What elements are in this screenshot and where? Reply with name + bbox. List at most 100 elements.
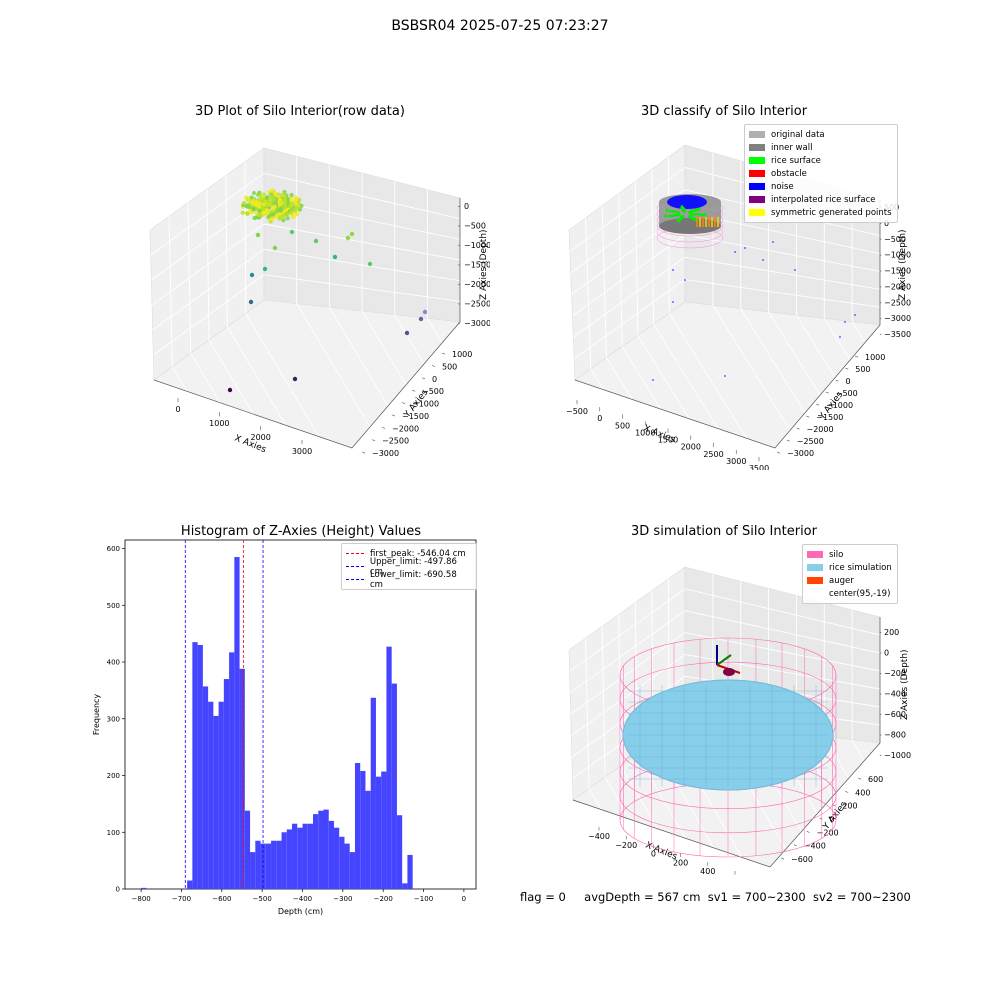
generated-point bbox=[708, 223, 710, 225]
data-point bbox=[293, 195, 299, 200]
rice-point bbox=[665, 208, 669, 211]
noise-point bbox=[734, 251, 736, 253]
generated-point bbox=[702, 217, 704, 219]
classify-3d-title: 3D classify of Silo Interior bbox=[640, 104, 808, 119]
z-tick-label: −1000 bbox=[884, 751, 911, 760]
z-tick-label: −3000 bbox=[464, 319, 490, 328]
histogram-bar bbox=[375, 776, 382, 889]
data-point bbox=[292, 208, 298, 213]
histogram-bar bbox=[365, 790, 371, 889]
generated-point bbox=[696, 219, 698, 221]
figure-title: BSBSR04 2025-07-25 07:23:27 bbox=[391, 18, 609, 34]
rice-point bbox=[681, 214, 685, 218]
z-tick-label: −500 bbox=[464, 222, 486, 231]
flag-text: flag = 0 bbox=[520, 890, 566, 904]
z-tick-label: −2500 bbox=[884, 298, 911, 307]
data-point bbox=[244, 195, 249, 200]
x-tick-label: −600 bbox=[212, 895, 231, 903]
x-tick-label: 1000 bbox=[635, 428, 655, 437]
data-point bbox=[288, 210, 294, 215]
tick-mark bbox=[457, 225, 460, 227]
gridline bbox=[208, 339, 254, 415]
histogram-bar bbox=[407, 854, 413, 889]
tick-mark bbox=[879, 754, 882, 757]
legend-label: obstacle bbox=[771, 168, 807, 179]
generated-point bbox=[699, 217, 701, 219]
generated-point bbox=[717, 219, 719, 221]
tick-mark bbox=[879, 693, 882, 695]
legend-entry: obstacle bbox=[749, 167, 893, 180]
outlier-point bbox=[404, 330, 410, 336]
z-axis-label: Z Axies (Depth) bbox=[479, 229, 489, 300]
gridline bbox=[684, 279, 881, 308]
legend-entry: symmetric generated points bbox=[749, 206, 893, 219]
x-tick-label: 0 bbox=[462, 895, 466, 903]
data-point bbox=[291, 214, 296, 220]
legend-line bbox=[346, 566, 364, 567]
gridline bbox=[585, 638, 590, 789]
tick-mark bbox=[457, 205, 460, 208]
z-tick-label: −500 bbox=[884, 235, 906, 244]
rice-point bbox=[688, 215, 691, 218]
axis-line bbox=[572, 742, 881, 868]
y-tick-label: 1000 bbox=[452, 350, 472, 359]
histogram-bar bbox=[141, 887, 147, 889]
y-tick-label: 0 bbox=[116, 886, 120, 894]
generated-point bbox=[711, 219, 713, 221]
gridline bbox=[244, 161, 247, 314]
y-tick-label: 0 bbox=[432, 375, 437, 384]
generated-point bbox=[717, 221, 719, 223]
tick-mark bbox=[361, 451, 366, 454]
legend-entry: interpolated rice surface bbox=[749, 193, 893, 206]
data-point bbox=[251, 190, 257, 196]
simulation-legend: silo rice simulation auger center(95,-19) bbox=[802, 544, 898, 604]
z-axis-label: Z Axies (Depth) bbox=[900, 649, 910, 720]
generated-point bbox=[714, 223, 716, 225]
legend-swatch bbox=[749, 131, 765, 138]
data-point bbox=[277, 216, 282, 221]
data-point bbox=[240, 210, 245, 215]
rice-point bbox=[674, 210, 677, 213]
histogram-bar bbox=[328, 820, 334, 889]
histogram-bar bbox=[396, 815, 403, 889]
x-tick-label: 2000 bbox=[250, 433, 270, 442]
z-tick-label: −2000 bbox=[884, 282, 911, 291]
tick-mark bbox=[857, 777, 862, 780]
y-tick-label: −1500 bbox=[816, 413, 843, 422]
data-point bbox=[256, 212, 261, 217]
gridline bbox=[851, 739, 865, 761]
z-tick-label: −1000 bbox=[884, 251, 911, 260]
tick-mark bbox=[879, 222, 882, 225]
data-point bbox=[289, 192, 294, 198]
histogram-bar bbox=[386, 646, 392, 889]
gridline bbox=[171, 366, 188, 392]
rice-point bbox=[701, 213, 704, 217]
generated-point bbox=[708, 219, 710, 221]
gridline bbox=[851, 321, 866, 343]
legend-swatch bbox=[749, 144, 765, 151]
classify-legend: original data inner wall rice surface obsta… bbox=[744, 124, 898, 223]
gridline bbox=[684, 610, 881, 654]
legend-swatch bbox=[807, 590, 823, 597]
generated-point bbox=[702, 221, 704, 223]
tick-mark bbox=[879, 631, 882, 634]
y-tick-label: 300 bbox=[107, 715, 120, 723]
x-tick-label: 500 bbox=[615, 421, 630, 430]
data-point bbox=[285, 216, 290, 221]
y-tick-label: 0 bbox=[830, 815, 835, 824]
y-tick-label: 400 bbox=[107, 659, 120, 667]
histogram-bar bbox=[255, 840, 261, 889]
histogram-bar bbox=[360, 770, 366, 889]
gridline bbox=[573, 256, 686, 338]
generated-point bbox=[714, 217, 716, 219]
raw-3d-plot: 0 1000 2000 3000 1000 500 0 −500 −1000 −1500 −2000… bbox=[149, 147, 490, 458]
histogram-bar bbox=[339, 836, 345, 889]
y-tick-label: −2000 bbox=[807, 425, 834, 434]
y-tick-label: −3000 bbox=[372, 449, 399, 458]
data-point bbox=[260, 193, 266, 198]
noise-point bbox=[684, 279, 686, 281]
generated-point bbox=[711, 217, 713, 219]
histogram-bar bbox=[202, 686, 209, 889]
generated-point bbox=[702, 219, 704, 221]
x-tick-label: 2000 bbox=[681, 443, 701, 452]
